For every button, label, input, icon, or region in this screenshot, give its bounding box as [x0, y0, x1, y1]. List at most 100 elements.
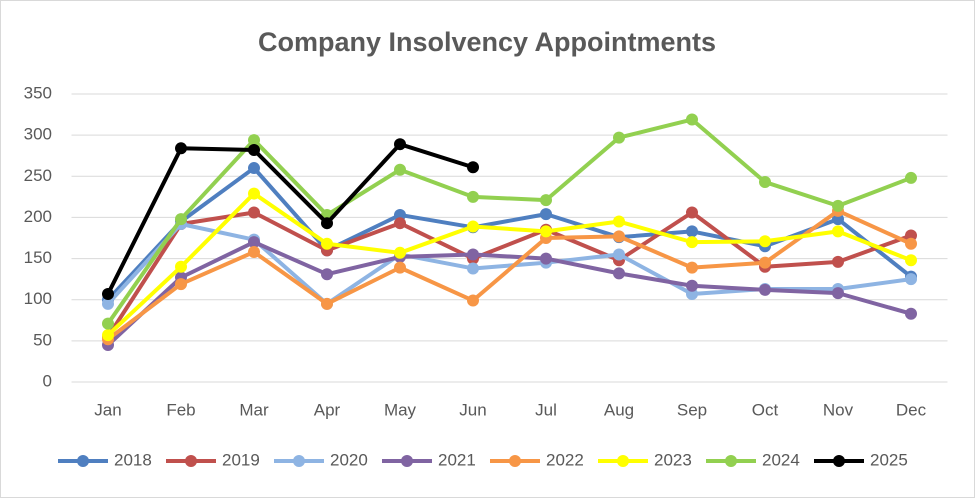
- x-tick-label: Oct: [752, 400, 779, 419]
- x-tick-label: May: [384, 400, 417, 419]
- series-marker: [759, 256, 771, 269]
- series-marker: [467, 161, 479, 174]
- series-marker: [467, 248, 479, 261]
- series-marker: [613, 131, 625, 144]
- x-tick-label: Feb: [166, 400, 195, 419]
- series-marker: [321, 297, 333, 310]
- series-marker: [175, 142, 187, 155]
- series-marker: [832, 225, 844, 238]
- x-tick-label: Dec: [896, 400, 927, 419]
- series-line: [106, 240, 912, 347]
- series-marker: [467, 190, 479, 203]
- series-marker: [394, 163, 406, 176]
- series-marker: [832, 213, 844, 226]
- legend-marker: [401, 455, 413, 467]
- series-marker: [102, 329, 114, 342]
- series-marker: [175, 213, 187, 226]
- series-marker: [248, 162, 260, 175]
- chart-title: Company Insolvency Appointments: [258, 27, 716, 57]
- y-tick-label: 50: [33, 330, 52, 349]
- legend-label: 2018: [114, 450, 152, 469]
- x-tick-label: Jun: [459, 400, 486, 419]
- series-marker: [613, 230, 625, 243]
- legend-marker: [185, 455, 197, 467]
- legend-label: 2019: [222, 450, 260, 469]
- legend-label: 2020: [330, 450, 368, 469]
- series-marker: [686, 113, 698, 126]
- series-marker: [905, 229, 917, 242]
- legend-label: 2024: [762, 450, 800, 469]
- series-line: [106, 142, 474, 295]
- series-marker: [905, 273, 917, 286]
- series-marker: [394, 138, 406, 151]
- x-tick-label: Jan: [94, 400, 121, 419]
- x-tick-label: Mar: [239, 400, 269, 419]
- legend-label: 2022: [546, 450, 584, 469]
- series-marker: [686, 261, 698, 274]
- series-marker: [686, 236, 698, 249]
- series-marker: [248, 187, 260, 200]
- series-marker: [175, 278, 187, 291]
- series-line: [106, 166, 913, 302]
- series-marker: [905, 237, 917, 250]
- series-marker: [467, 262, 479, 275]
- legend-marker: [617, 455, 629, 467]
- y-tick-label: 100: [24, 289, 52, 308]
- series-marker: [832, 255, 844, 268]
- y-tick-label: 200: [24, 207, 52, 226]
- legend-label: 2025: [870, 450, 908, 469]
- series-marker: [248, 245, 260, 258]
- series-marker: [248, 206, 260, 219]
- series-marker: [102, 287, 114, 300]
- series-marker: [540, 252, 552, 265]
- series-line: [106, 208, 912, 341]
- y-tick-label: 350: [24, 83, 52, 102]
- series-marker: [248, 236, 260, 249]
- series-line: [106, 191, 912, 337]
- series-marker: [686, 225, 698, 238]
- series-marker: [613, 248, 625, 261]
- y-tick-label: 250: [24, 166, 52, 185]
- legend-label: 2021: [438, 450, 476, 469]
- series-marker: [905, 254, 917, 267]
- legend-marker: [77, 455, 89, 467]
- series-marker: [540, 194, 552, 207]
- y-tick-label: 150: [24, 248, 52, 267]
- series-marker: [686, 287, 698, 300]
- x-tick-label: Apr: [314, 400, 341, 419]
- series-marker: [467, 220, 479, 233]
- legend-marker: [293, 455, 305, 467]
- series-marker: [759, 283, 771, 296]
- series-line: [106, 210, 912, 338]
- series-marker: [102, 317, 114, 330]
- x-tick-label: Jul: [535, 400, 557, 419]
- series-marker: [394, 217, 406, 230]
- series-marker: [905, 171, 917, 184]
- y-tick-label: 300: [24, 125, 52, 144]
- series-marker: [686, 279, 698, 292]
- series-marker: [394, 261, 406, 274]
- series-marker: [759, 176, 771, 189]
- series-marker: [613, 215, 625, 228]
- series-marker: [467, 294, 479, 307]
- series-marker: [175, 260, 187, 273]
- legend-marker: [509, 455, 521, 467]
- series-marker: [832, 287, 844, 300]
- y-tick-label: 0: [43, 371, 52, 390]
- series-marker: [394, 208, 406, 221]
- series-marker: [321, 217, 333, 230]
- x-tick-label: Sep: [677, 400, 707, 419]
- series-marker: [905, 307, 917, 320]
- series-marker: [613, 267, 625, 280]
- series-marker: [759, 235, 771, 248]
- x-tick-label: Aug: [604, 400, 634, 419]
- series-marker: [248, 134, 260, 147]
- series-marker: [832, 199, 844, 212]
- legend-label: 2023: [654, 450, 692, 469]
- series-marker: [248, 143, 260, 156]
- series-marker: [540, 208, 552, 221]
- series-marker: [540, 225, 552, 238]
- series-line: [106, 117, 912, 325]
